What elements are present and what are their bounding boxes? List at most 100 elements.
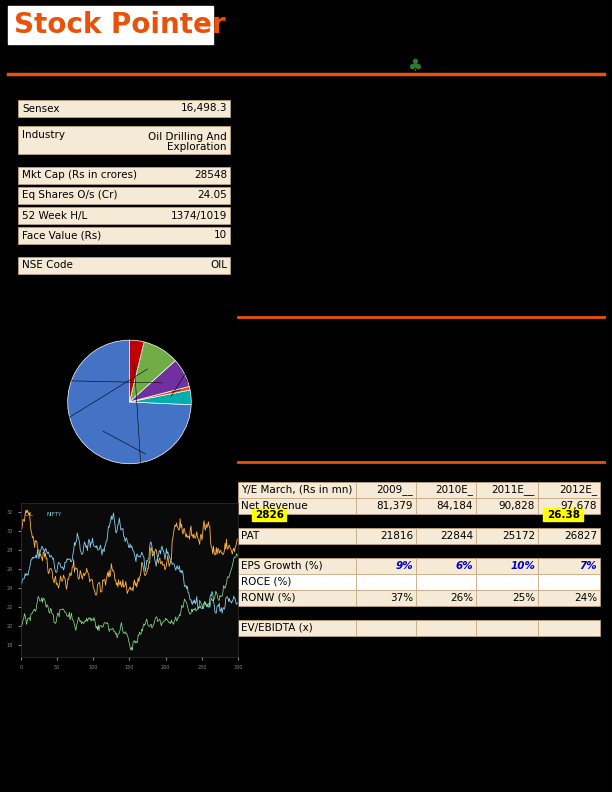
Text: 81,379: 81,379 bbox=[376, 501, 413, 511]
Bar bbox=[416, 620, 476, 636]
Bar bbox=[416, 498, 476, 514]
Text: Corpo rate &
Institution(%): Corpo rate & Institution(%) bbox=[28, 375, 162, 386]
Bar bbox=[476, 528, 538, 544]
Text: 26%: 26% bbox=[450, 593, 473, 603]
Bar bbox=[356, 528, 416, 544]
Bar bbox=[538, 590, 600, 606]
Text: Oil Drilling And: Oil Drilling And bbox=[148, 132, 227, 143]
Wedge shape bbox=[68, 340, 191, 463]
Bar bbox=[18, 100, 230, 117]
Wedge shape bbox=[130, 342, 176, 402]
Text: 24.05: 24.05 bbox=[197, 191, 227, 200]
Text: 10: 10 bbox=[214, 230, 227, 241]
Bar bbox=[476, 590, 538, 606]
Text: Foreign
Institutions: Foreign Institutions bbox=[171, 344, 216, 397]
Text: 90,828: 90,828 bbox=[499, 501, 535, 511]
Bar bbox=[416, 528, 476, 544]
Text: 97,678: 97,678 bbox=[561, 501, 597, 511]
Bar bbox=[356, 590, 416, 606]
Title: Shareholding Pattern: Shareholding Pattern bbox=[78, 316, 181, 325]
Text: 10%: 10% bbox=[510, 561, 535, 571]
Bar bbox=[18, 187, 230, 204]
Bar bbox=[416, 558, 476, 574]
Bar bbox=[416, 482, 476, 498]
Text: Corpo rate &
Public 1%: Corpo rate & Public 1% bbox=[171, 378, 222, 392]
Text: 9%: 9% bbox=[395, 561, 413, 571]
Bar bbox=[18, 207, 230, 224]
Bar bbox=[543, 508, 583, 521]
Text: Sensex: Sensex bbox=[22, 104, 59, 113]
Bar bbox=[252, 508, 286, 521]
Text: Reta il/ot he r
Publi c 4%: Reta il/ot he r Publi c 4% bbox=[123, 365, 160, 488]
Bar bbox=[416, 590, 476, 606]
Text: 28548: 28548 bbox=[194, 170, 227, 181]
Bar bbox=[538, 574, 600, 590]
Wedge shape bbox=[130, 390, 191, 405]
Bar bbox=[538, 482, 600, 498]
Wedge shape bbox=[129, 340, 144, 402]
Text: 37%: 37% bbox=[390, 593, 413, 603]
Text: Govt /
Govinda. 78%: Govt / Govinda. 78% bbox=[103, 431, 182, 469]
Bar bbox=[18, 227, 230, 244]
Bar bbox=[476, 482, 538, 498]
Bar bbox=[18, 167, 230, 184]
Text: Mkt Cap (Rs in crores): Mkt Cap (Rs in crores) bbox=[22, 170, 137, 181]
Bar bbox=[356, 482, 416, 498]
Bar bbox=[238, 574, 356, 590]
Text: Othe rs
Public 10%: Othe rs Public 10% bbox=[34, 369, 147, 435]
Text: 21816: 21816 bbox=[380, 531, 413, 541]
Bar bbox=[356, 558, 416, 574]
Bar bbox=[356, 620, 416, 636]
Wedge shape bbox=[130, 360, 189, 402]
Bar bbox=[356, 498, 416, 514]
Bar bbox=[416, 574, 476, 590]
Bar bbox=[238, 620, 356, 636]
Bar bbox=[476, 620, 538, 636]
Wedge shape bbox=[130, 386, 190, 402]
Bar bbox=[476, 558, 538, 574]
FancyBboxPatch shape bbox=[8, 6, 213, 44]
Text: 25%: 25% bbox=[512, 593, 535, 603]
Text: 2009__: 2009__ bbox=[376, 485, 413, 496]
Text: 26.38: 26.38 bbox=[548, 509, 581, 520]
Text: 2010E_: 2010E_ bbox=[435, 485, 473, 496]
Text: Face Value (Rs): Face Value (Rs) bbox=[22, 230, 101, 241]
Text: 52 Week H/L: 52 Week H/L bbox=[22, 211, 88, 220]
Text: PAT: PAT bbox=[241, 531, 259, 541]
Text: 84,184: 84,184 bbox=[436, 501, 473, 511]
Text: EV/EBIDTA (x): EV/EBIDTA (x) bbox=[241, 623, 313, 633]
Text: NSE Code: NSE Code bbox=[22, 261, 73, 271]
Bar bbox=[538, 558, 600, 574]
Text: OIL: OIL bbox=[25, 512, 34, 517]
Text: 2012E_: 2012E_ bbox=[559, 485, 597, 496]
Bar bbox=[476, 498, 538, 514]
Text: OIL: OIL bbox=[210, 261, 227, 271]
Bar bbox=[238, 482, 356, 498]
Text: RONW (%): RONW (%) bbox=[241, 593, 296, 603]
Text: ♣: ♣ bbox=[408, 57, 422, 75]
Text: 16,498.3: 16,498.3 bbox=[181, 104, 227, 113]
Text: ROCE (%): ROCE (%) bbox=[241, 577, 291, 587]
Text: Net Revenue: Net Revenue bbox=[241, 501, 308, 511]
Bar bbox=[238, 558, 356, 574]
Bar bbox=[356, 574, 416, 590]
Bar bbox=[238, 590, 356, 606]
Text: Industry: Industry bbox=[22, 130, 65, 140]
Text: 25172: 25172 bbox=[502, 531, 535, 541]
Text: EPS Growth (%): EPS Growth (%) bbox=[241, 561, 323, 571]
Text: 2826: 2826 bbox=[255, 509, 285, 520]
Text: Stock Pointer: Stock Pointer bbox=[14, 11, 226, 39]
Text: 22844: 22844 bbox=[440, 531, 473, 541]
Text: Eq Shares O/s (Cr): Eq Shares O/s (Cr) bbox=[22, 191, 118, 200]
Bar bbox=[538, 620, 600, 636]
Bar bbox=[238, 498, 356, 514]
Text: 2011E__: 2011E__ bbox=[491, 485, 535, 496]
Bar bbox=[476, 574, 538, 590]
Text: 24%: 24% bbox=[574, 593, 597, 603]
Bar bbox=[238, 528, 356, 544]
Bar bbox=[18, 126, 230, 154]
Bar bbox=[538, 528, 600, 544]
Text: Y/E March, (Rs in mn): Y/E March, (Rs in mn) bbox=[241, 485, 353, 495]
Text: Exploration: Exploration bbox=[168, 142, 227, 152]
Text: 6%: 6% bbox=[455, 561, 473, 571]
